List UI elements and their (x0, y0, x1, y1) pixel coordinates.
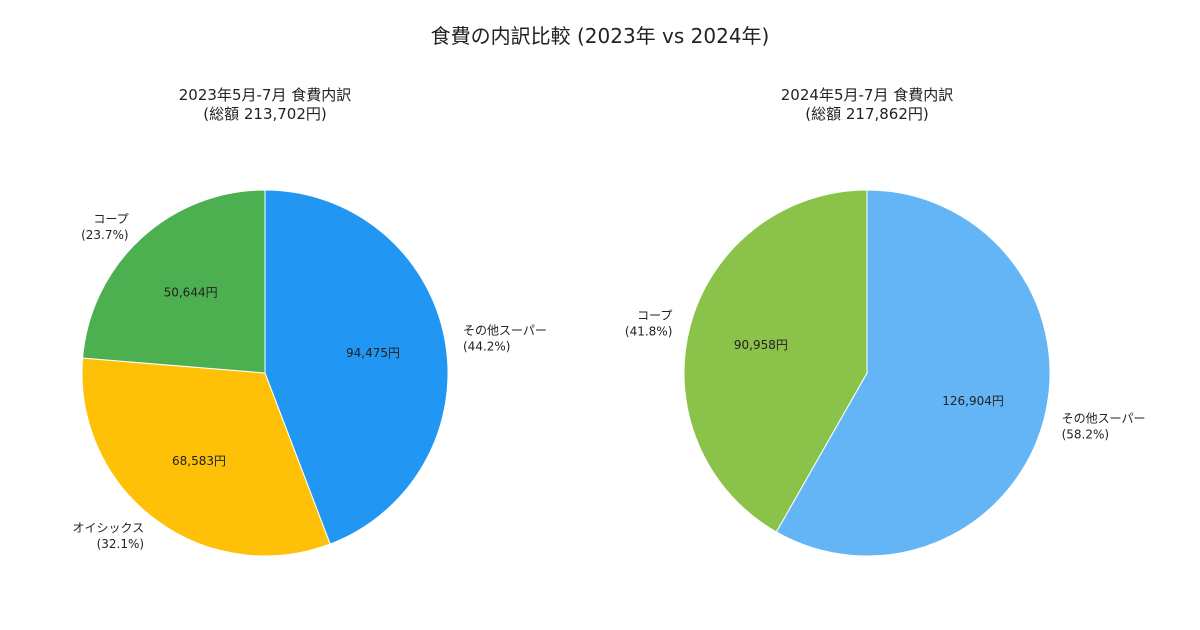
pie-slice (82, 189, 266, 374)
chart-subtitle-text: (総額 213,702円) (203, 105, 327, 123)
slice-category-label: オイシックス (72, 521, 144, 535)
slice-percent-label: (41.8%) (625, 324, 672, 338)
slice-percent-label: (58.2%) (1062, 428, 1109, 442)
slice-category-label: コープ (637, 308, 672, 322)
main-title: 食費の内訳比較 (2023年 vs 2024年) (430, 24, 770, 48)
slice-value-label: 50,644円 (164, 285, 218, 299)
slice-category-label: その他スーパー (1062, 412, 1146, 426)
chart-title-text: 2024年5月-7月 食費内訳 (780, 86, 954, 104)
slice-value-label: 90,958円 (734, 338, 788, 352)
slice-percent-label: (23.7%) (81, 228, 128, 242)
chart-title-2024: 2024年5月-7月 食費内訳 (総額 217,862円) (717, 86, 1017, 124)
chart-title-text: 2023年5月-7月 食費内訳 (178, 86, 352, 104)
slice-percent-label: (44.2%) (463, 340, 510, 354)
pie-slice (775, 189, 1051, 557)
slice-category-label: その他スーパー (463, 324, 547, 338)
pie-slice (264, 189, 449, 545)
chart-title-2023: 2023年5月-7月 食費内訳 (総額 213,702円) (115, 86, 415, 124)
pie-slice (81, 357, 331, 557)
slice-category-label: コープ (93, 212, 128, 226)
slice-value-label: 126,904円 (942, 394, 1004, 408)
slice-value-label: 68,583円 (172, 454, 226, 468)
slice-percent-label: (32.1%) (97, 537, 144, 551)
chart-subtitle-text: (総額 217,862円) (805, 105, 929, 123)
slice-value-label: 94,475円 (346, 346, 400, 360)
pie-slice (683, 189, 868, 533)
